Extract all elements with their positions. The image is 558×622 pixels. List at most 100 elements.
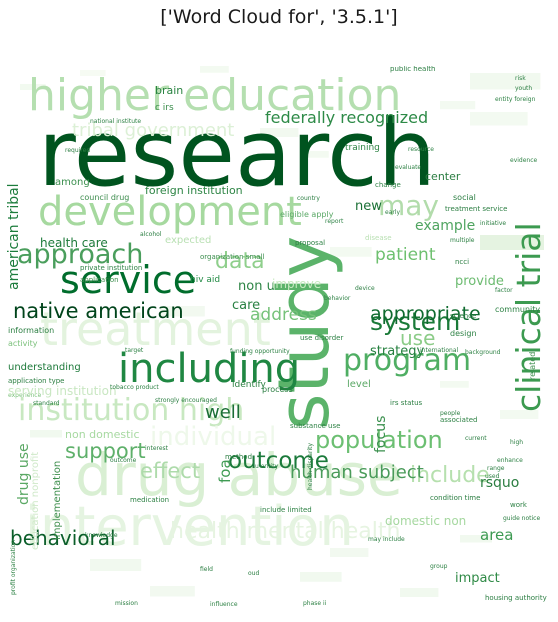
word-population: population <box>315 426 443 454</box>
word-human-subject: human subject <box>290 462 424 483</box>
word-alcohol: alcohol <box>140 231 162 238</box>
word-activity: activity <box>8 339 38 348</box>
word-substance-use: substance use <box>290 422 340 430</box>
word-profit-organization: profit organization <box>10 540 17 595</box>
word-tobacco-product: tobacco product <box>110 384 159 391</box>
word-level: level <box>347 379 371 390</box>
word-approach: approach <box>17 239 143 270</box>
word-organization-small: organization small <box>200 253 264 261</box>
word-report: report <box>325 218 344 225</box>
word-outcome: outcome <box>228 448 329 474</box>
word-device: device <box>355 285 375 292</box>
word-development: development <box>38 189 302 235</box>
word-strategy: strategy <box>370 344 425 359</box>
word-effect: effect <box>140 459 200 483</box>
word-used: used <box>485 473 500 480</box>
cloud-filler-7 <box>480 235 544 250</box>
word-related: related <box>528 352 537 380</box>
word-condition-time: condition time <box>430 494 480 502</box>
word-higher-education: higher education <box>28 70 401 121</box>
word-improve: improve <box>272 277 321 291</box>
word-tribal-government: tribal government <box>72 120 234 141</box>
word-entity-foreign: entity foreign <box>495 96 536 103</box>
word-treatment-service: treatment service <box>445 205 507 213</box>
word-impact: impact <box>455 571 500 586</box>
word-appropriate: appropriate <box>370 303 481 325</box>
word-behavioral: behavioral <box>10 526 116 550</box>
word-private-institution: private institution <box>80 264 142 272</box>
cloud-filler-18 <box>300 151 329 158</box>
word-serving-institution: serving institution <box>8 384 117 398</box>
word-non-u: non u <box>238 279 275 294</box>
cloud-filler-12 <box>460 535 492 543</box>
cloud-filler-15 <box>150 586 195 597</box>
word-expected: expected <box>165 235 211 246</box>
cloud-filler-5 <box>440 101 476 110</box>
word-service: service <box>60 258 196 302</box>
word-native-american: native american <box>13 299 184 323</box>
cloud-filler-2 <box>200 66 229 73</box>
word-group: group <box>430 563 448 570</box>
word-ncci: ncci <box>455 258 469 266</box>
cloud-filler-14 <box>300 572 342 582</box>
word-funding-opportunity: funding opportunity <box>230 348 290 355</box>
word-initiative: initiative <box>480 220 506 227</box>
word-u-entity: u entity <box>255 463 279 470</box>
word-area: area <box>480 526 513 544</box>
word-science: science <box>450 312 476 320</box>
word-associated: associated <box>440 416 477 424</box>
word-include: include <box>410 463 490 488</box>
word-american-tribal: american tribal <box>7 183 22 290</box>
word-interest: interest <box>145 445 169 452</box>
word-phase-ii: phase ii <box>303 600 327 607</box>
word-individual: individual <box>150 422 276 452</box>
cloud-filler-19 <box>440 381 469 388</box>
word-social: social <box>453 193 476 202</box>
word-care: care <box>232 298 260 313</box>
word-program: program <box>343 343 471 378</box>
word-factor: factor <box>495 287 513 294</box>
word-country: country <box>297 195 320 202</box>
word-current: current <box>465 435 487 442</box>
word-cloud: research drug abuse intervention higher edu… <box>7 66 553 616</box>
word-change: change <box>375 181 401 189</box>
word-health-mental-health: health mental health <box>170 519 400 544</box>
word-experience: experience <box>8 392 42 399</box>
word-non-domestic: non domestic <box>65 428 140 441</box>
word-well: well <box>205 402 241 423</box>
word-may: may <box>378 189 439 222</box>
word-implementation: implementation <box>52 461 63 540</box>
word-medication: medication <box>130 496 169 504</box>
word-housing-authority: housing authority <box>485 594 547 602</box>
word-irs-status: irs status <box>390 399 423 407</box>
word-public-health: public health <box>390 66 435 73</box>
word-evidence: evidence <box>510 157 538 164</box>
word-provide: provide <box>455 274 504 289</box>
cloud-filler-4 <box>470 112 528 126</box>
word-application: application <box>80 276 119 284</box>
word-background: background <box>465 349 501 356</box>
word-application-type: application type <box>8 377 64 385</box>
word-domestic-non: domestic non <box>385 514 466 528</box>
word-influence: influence <box>210 601 238 608</box>
cloud-filler-10 <box>30 430 62 438</box>
cloud-filler-1 <box>20 84 46 90</box>
word-council-drug: council drug <box>80 193 129 202</box>
word-clinical-trial: clinical trial <box>509 222 548 412</box>
word-early: early <box>385 209 401 216</box>
word-training: training <box>345 143 380 153</box>
word-enhance: enhance <box>497 457 523 464</box>
word-work: work <box>510 501 528 509</box>
word-target: target <box>125 347 144 354</box>
word-standard: standard <box>33 400 60 407</box>
word-drug-abuse: drug abuse <box>75 441 403 509</box>
word-including: including <box>118 346 300 392</box>
word-strongly-encouraged: strongly encouraged <box>155 397 217 404</box>
word-mission: mission <box>115 600 138 607</box>
word-guide-notice: guide notice <box>503 515 540 522</box>
word-disease: disease <box>365 234 392 242</box>
word-center: center <box>425 170 461 183</box>
word-research: research <box>38 100 436 207</box>
word-proposal: proposal <box>295 239 325 247</box>
word-resource: resource <box>408 146 434 153</box>
